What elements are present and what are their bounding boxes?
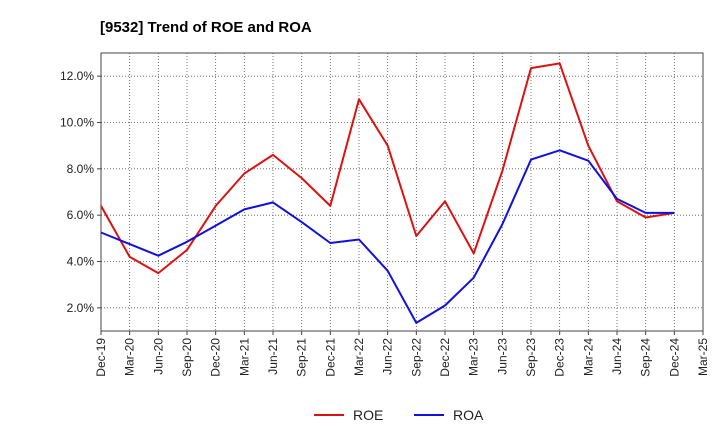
x-tick-label: Mar-22 (352, 338, 366, 376)
chart-title: [9532] Trend of ROE and ROA (100, 19, 312, 36)
x-tick-label: Jun-21 (266, 338, 280, 375)
y-tick-label: 6.0% (67, 208, 95, 222)
x-tick-label: Dec-20 (209, 338, 223, 377)
y-tick-label: 10.0% (60, 116, 94, 130)
y-tick-label: 4.0% (67, 255, 95, 269)
x-tick-label: Mar-21 (237, 338, 251, 376)
x-tick-label: Dec-23 (553, 338, 567, 377)
y-tick-label: 8.0% (67, 162, 95, 176)
x-tick-label: Dec-19 (94, 338, 108, 377)
x-tick-label: Sep-23 (524, 338, 538, 377)
x-tick-label: Mar-24 (581, 338, 595, 376)
x-tick-label: Dec-21 (323, 338, 337, 377)
x-tick-label: Sep-21 (295, 338, 309, 377)
x-tick-label: Jun-23 (495, 338, 509, 375)
plot-frame (100, 52, 704, 332)
x-tick-label: Sep-20 (180, 338, 194, 377)
y-tick-label: 2.0% (67, 301, 95, 315)
x-tick-label: Dec-24 (667, 338, 681, 377)
legend-label-roa: ROA (453, 407, 484, 423)
axes: 2.0% 4.0% 6.0% 8.0% 10.0% 12.0% Dec-19 Mar-20 Ju… (60, 52, 710, 377)
x-tick-label: Mar-20 (123, 338, 137, 376)
x-tick-label: Sep-24 (639, 338, 653, 377)
legend: ROE ROA (314, 407, 484, 423)
y-tick-label: 12.0% (60, 69, 94, 83)
x-tick-label: Sep-22 (409, 338, 423, 377)
series-line-roa (100, 149, 675, 324)
x-tick-label: Mar-23 (467, 338, 481, 376)
x-tick-label: Dec-22 (438, 338, 452, 377)
legend-label-roe: ROE (353, 407, 383, 423)
x-tick-label: Mar-25 (696, 338, 710, 376)
series-line-roe (100, 62, 675, 275)
x-tick-label: Jun-22 (381, 338, 395, 375)
x-tick-label: Jun-20 (151, 338, 165, 375)
series-lines (100, 62, 675, 324)
x-tick-label: Jun-24 (610, 338, 624, 375)
